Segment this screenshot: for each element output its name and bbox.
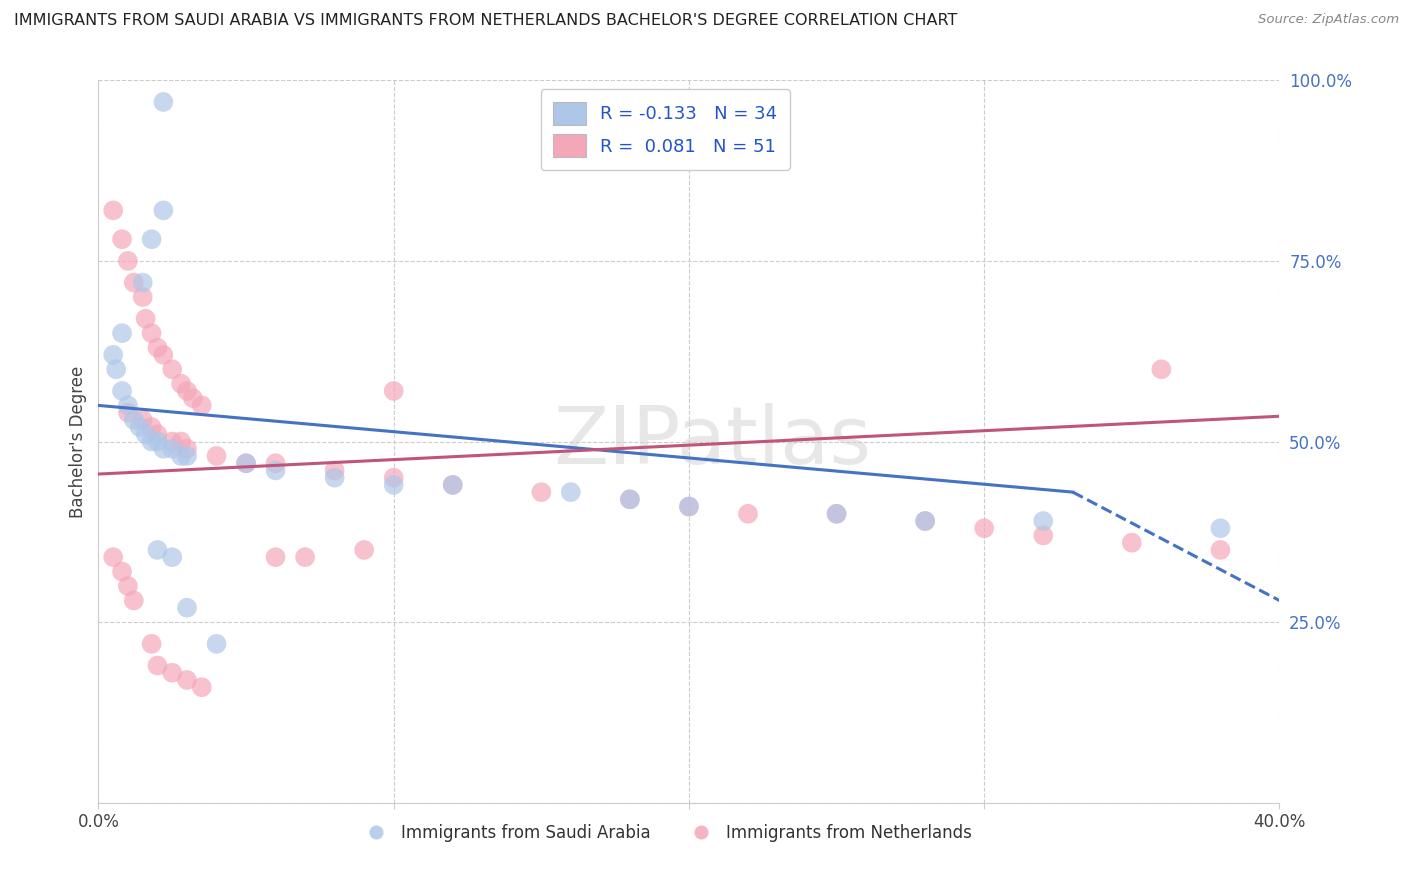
Point (170, 434, 193, 449)
Point (323, 463, 346, 477)
Point (111, 384, 134, 398)
Point (353, 542, 375, 557)
Point (162, 362, 183, 376)
Text: Source: ZipAtlas.com: Source: ZipAtlas.com (1258, 13, 1399, 27)
Point (176, 449, 198, 463)
Point (117, 398, 139, 412)
Point (1032, 528, 1054, 542)
Point (170, 449, 193, 463)
Point (111, 565, 134, 579)
Point (382, 384, 405, 398)
Point (162, 665, 183, 680)
Point (1121, 535, 1143, 549)
Point (152, 348, 174, 362)
Point (141, 434, 163, 449)
Point (737, 507, 759, 521)
Point (1032, 514, 1054, 528)
Point (264, 550, 287, 565)
Point (146, 341, 169, 355)
Point (825, 507, 848, 521)
Point (205, 449, 228, 463)
Point (128, 420, 150, 434)
Point (132, 290, 155, 304)
Point (176, 673, 198, 687)
Point (176, 384, 198, 398)
Point (132, 276, 155, 290)
Point (176, 600, 198, 615)
Point (122, 413, 145, 427)
Point (141, 637, 163, 651)
Point (162, 442, 183, 456)
Point (678, 500, 700, 514)
Point (323, 470, 346, 484)
Point (111, 326, 134, 340)
Point (264, 463, 287, 477)
Point (152, 203, 174, 218)
Point (176, 442, 198, 456)
Point (105, 362, 128, 376)
Point (560, 485, 582, 500)
Point (170, 376, 193, 391)
Point (619, 492, 641, 507)
Point (132, 413, 155, 427)
Point (382, 478, 405, 492)
Point (205, 637, 228, 651)
Point (441, 478, 464, 492)
Point (103, 203, 125, 218)
Point (441, 478, 464, 492)
Point (146, 427, 169, 442)
Point (152, 442, 174, 456)
Point (146, 542, 169, 557)
Point (103, 348, 125, 362)
Legend: Immigrants from Saudi Arabia, Immigrants from Netherlands: Immigrants from Saudi Arabia, Immigrants… (353, 817, 979, 848)
Point (235, 456, 257, 470)
Point (530, 485, 553, 500)
Point (294, 550, 316, 565)
Point (103, 550, 125, 565)
Point (1150, 362, 1173, 376)
Point (111, 232, 134, 246)
Point (141, 232, 163, 246)
Point (181, 391, 204, 405)
Point (973, 521, 995, 535)
Point (162, 434, 183, 449)
Point (1209, 542, 1232, 557)
Point (141, 326, 163, 340)
Y-axis label: Bachelor's Degree: Bachelor's Degree (69, 366, 87, 517)
Point (117, 579, 139, 593)
Point (135, 311, 157, 326)
Point (191, 398, 214, 412)
Point (678, 500, 700, 514)
Point (264, 456, 287, 470)
Point (382, 470, 405, 484)
Point (141, 420, 163, 434)
Text: ZIPatlas: ZIPatlas (554, 402, 872, 481)
Point (1209, 521, 1232, 535)
Point (191, 680, 214, 694)
Point (135, 427, 157, 442)
Point (122, 593, 145, 607)
Text: IMMIGRANTS FROM SAUDI ARABIA VS IMMIGRANTS FROM NETHERLANDS BACHELOR'S DEGREE CO: IMMIGRANTS FROM SAUDI ARABIA VS IMMIGRAN… (14, 13, 957, 29)
Point (117, 406, 139, 420)
Point (122, 276, 145, 290)
Point (825, 507, 848, 521)
Point (152, 95, 174, 109)
Point (162, 550, 183, 565)
Point (146, 434, 169, 449)
Point (914, 514, 936, 528)
Point (117, 253, 139, 268)
Point (146, 658, 169, 673)
Point (619, 492, 641, 507)
Point (914, 514, 936, 528)
Point (235, 456, 257, 470)
